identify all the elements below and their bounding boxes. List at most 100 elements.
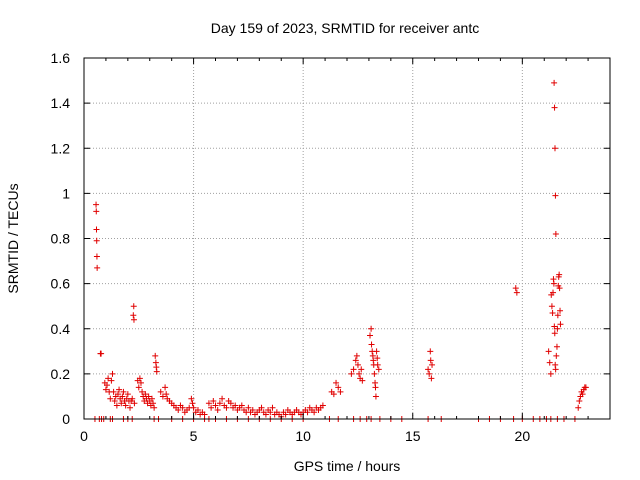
data-point [554, 312, 561, 319]
data-point [258, 404, 265, 411]
data-point [553, 343, 560, 350]
data-point [124, 391, 131, 398]
data-point [194, 406, 201, 413]
data-point [427, 357, 434, 364]
data-point [189, 400, 196, 407]
data-point [513, 289, 520, 296]
y-tick-labels: 0 0.2 0.4 0.6 0.8 1 1.2 1.4 1.6 [51, 50, 71, 427]
data-point [557, 321, 564, 328]
data-point [356, 370, 363, 377]
data-point [371, 370, 378, 377]
x-tick-label: 0 [80, 428, 88, 444]
data-point [135, 384, 142, 391]
data-point [311, 409, 318, 416]
data-point [188, 395, 195, 402]
data-point [372, 393, 379, 400]
data-point [557, 307, 564, 314]
data-point [130, 303, 137, 310]
data-point [551, 330, 558, 337]
data-point [582, 384, 589, 391]
data-point [118, 400, 125, 407]
data-point [208, 404, 215, 411]
data-point [425, 366, 432, 373]
data-point [210, 397, 217, 404]
data-point [113, 402, 120, 409]
data-point [93, 201, 100, 208]
data-point [98, 350, 105, 357]
data-point [152, 352, 159, 359]
data-point [190, 404, 197, 411]
data-point [232, 402, 239, 409]
data-point [216, 400, 223, 407]
data-points [91, 79, 589, 422]
data-point [111, 397, 118, 404]
data-point [127, 404, 134, 411]
data-point [304, 409, 311, 416]
data-point [547, 370, 554, 377]
data-point [372, 384, 379, 391]
data-point [212, 402, 219, 409]
data-point [553, 352, 560, 359]
data-point [579, 391, 586, 398]
data-point [554, 325, 561, 332]
data-point [108, 377, 115, 384]
data-point [130, 316, 137, 323]
data-point [151, 404, 158, 411]
data-point [116, 386, 123, 393]
data-point [335, 384, 342, 391]
data-point [549, 309, 556, 316]
data-point [102, 386, 109, 393]
chart-title: Day 159 of 2023, SRMTID for receiver ant… [211, 20, 479, 36]
data-point [550, 289, 557, 296]
y-tick-label: 0.2 [51, 366, 71, 382]
data-point [145, 393, 152, 400]
data-point [374, 361, 381, 368]
data-point [358, 366, 365, 373]
data-point [122, 402, 129, 409]
data-point [162, 384, 169, 391]
data-point [120, 388, 127, 395]
data-point [137, 379, 144, 386]
data-point [262, 411, 269, 418]
data-point [110, 388, 117, 395]
data-point [114, 391, 121, 398]
data-point [129, 395, 136, 402]
data-point [337, 388, 344, 395]
data-point [93, 253, 100, 260]
y-axis-title: SRMTID / TECUs [5, 183, 21, 293]
data-point [551, 79, 558, 86]
y-tick-label: 1 [62, 185, 70, 201]
data-point [575, 404, 582, 411]
data-point [551, 104, 558, 111]
x-tick-label: 5 [190, 428, 198, 444]
data-point [153, 368, 160, 375]
data-point [205, 400, 212, 407]
data-point [109, 370, 116, 377]
data-point [214, 406, 221, 413]
data-point [107, 395, 114, 402]
data-point [551, 145, 558, 152]
data-point [551, 323, 558, 330]
data-point [227, 400, 234, 407]
y-tick-label: 0 [62, 411, 70, 427]
data-point [245, 404, 252, 411]
data-point [179, 404, 186, 411]
data-point [427, 348, 434, 355]
data-point [368, 325, 375, 332]
data-point [319, 402, 326, 409]
y-tick-label: 0.8 [51, 231, 71, 247]
data-point [282, 411, 289, 418]
data-point [556, 271, 563, 278]
axis-ticks [83, 57, 611, 420]
x-axis-title: GPS time / hours [294, 458, 401, 474]
y-tick-label: 0.4 [51, 321, 71, 337]
data-point [93, 226, 100, 233]
data-point [267, 409, 274, 416]
data-point [159, 393, 166, 400]
x-tick-label: 15 [405, 428, 421, 444]
data-point [375, 366, 382, 373]
data-point [348, 370, 355, 377]
data-point [350, 366, 357, 373]
